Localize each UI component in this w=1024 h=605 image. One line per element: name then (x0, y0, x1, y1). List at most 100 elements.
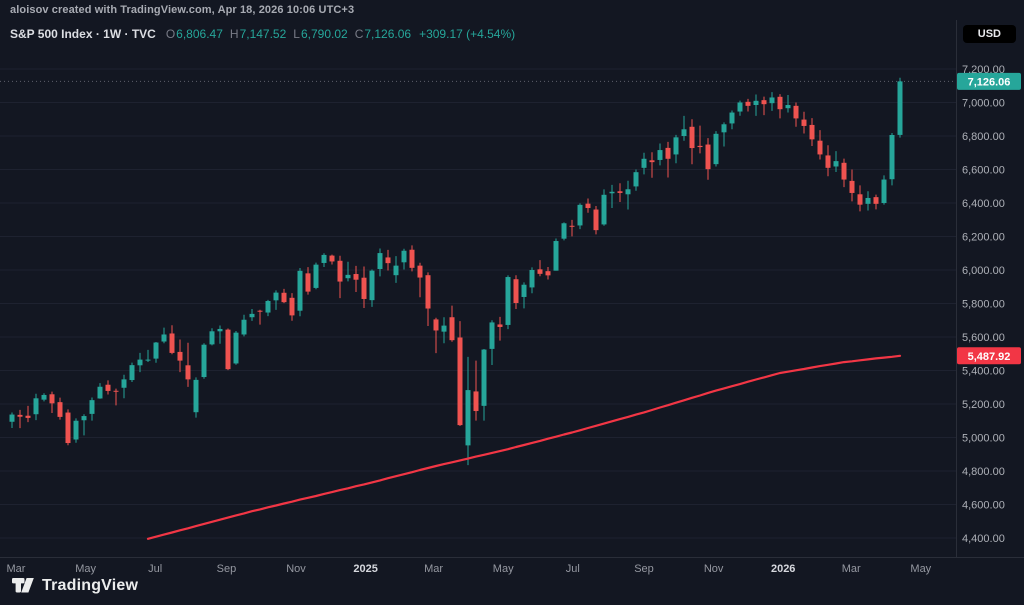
candle-body (865, 197, 871, 204)
candle-body (65, 412, 71, 444)
close-label: C (354, 27, 364, 41)
currency-toggle-button[interactable]: USD (962, 25, 1016, 43)
candle-body (369, 270, 375, 301)
price-tick-label: 6,400.00 (962, 198, 1005, 210)
candle-body (105, 384, 111, 391)
candle-body (393, 265, 399, 276)
time-tick-label: 2025 (353, 563, 377, 575)
candle-body (129, 365, 135, 381)
candle-body (489, 322, 495, 349)
candle-body (545, 271, 551, 276)
time-tick-label: Mar (7, 563, 26, 575)
candle-body (169, 333, 175, 353)
high-value: 7,147.52 (239, 27, 287, 41)
price-tick-label: 5,800.00 (962, 299, 1005, 311)
candle-body (513, 279, 519, 303)
time-tick-label: Nov (286, 563, 306, 575)
candle-body (593, 209, 599, 231)
open-value: 6,806.47 (176, 27, 223, 41)
price-chart[interactable]: 7,200.007,000.006,800.006,600.006,400.00… (0, 20, 1024, 576)
candle-body (257, 310, 263, 312)
chart-legend: S&P 500 Index · 1W · TVC O6,806.47 H7,147… (10, 27, 515, 41)
candle-body (713, 133, 719, 165)
time-tick-label: Jul (566, 563, 580, 575)
time-tick-label: Jul (148, 563, 162, 575)
last-price-label: 7,126.06 (957, 72, 1021, 90)
price-tick-label: 5,400.00 (962, 366, 1005, 378)
price-tick-label: 6,600.00 (962, 165, 1005, 177)
candle-body (305, 273, 311, 292)
candle-body (217, 328, 223, 332)
candle-body (17, 414, 23, 417)
svg-text:7,126.06: 7,126.06 (968, 76, 1011, 88)
price-change: +309.17 (+4.54%) (419, 27, 516, 41)
price-tick-label: 5,200.00 (962, 399, 1005, 411)
candle-body (265, 300, 271, 313)
candle-body (809, 124, 815, 140)
candle-body (825, 155, 831, 168)
candle-body (729, 112, 735, 124)
candle-body (73, 420, 79, 440)
low-value: 6,790.02 (300, 27, 348, 41)
price-tick-label: 7,000.00 (962, 98, 1005, 110)
candle-body (601, 194, 607, 225)
price-tick-label: 6,000.00 (962, 265, 1005, 277)
candle-body (649, 160, 655, 163)
candle-body (537, 269, 543, 274)
candle-body (857, 194, 863, 205)
candle-body (609, 191, 615, 194)
time-tick-label: May (493, 563, 514, 575)
candle-body (561, 223, 567, 239)
candle-body (297, 270, 303, 311)
candle-body (657, 150, 663, 160)
candle-body (345, 274, 351, 279)
candle-body (225, 329, 231, 370)
candle-body (153, 342, 159, 359)
price-tick-label: 6,200.00 (962, 232, 1005, 244)
candle-body (177, 351, 183, 361)
candle-body (505, 277, 511, 325)
candle-body (33, 398, 39, 415)
candle-body (585, 203, 591, 209)
candle-body (881, 179, 887, 203)
close-value: 7,126.06 (364, 27, 412, 41)
price-tick-label: 6,800.00 (962, 131, 1005, 143)
symbol-title[interactable]: S&P 500 Index · 1W · TVC (10, 27, 156, 41)
candle-body (785, 105, 791, 109)
candle-body (681, 129, 687, 136)
grid-lines (0, 68, 956, 539)
attribution-text: aloisov created with TradingView.com, Ap… (10, 4, 355, 16)
candle-body (441, 325, 447, 332)
time-tick-label: 2026 (771, 563, 795, 575)
candle-body (281, 292, 287, 303)
candle-body (193, 379, 199, 413)
candle-body (801, 119, 807, 126)
candle-body (361, 277, 367, 299)
candle-body (433, 319, 439, 331)
svg-text:5,487.92: 5,487.92 (968, 351, 1011, 363)
candle-body (473, 391, 479, 412)
candle-body (689, 126, 695, 149)
candle-body (9, 414, 15, 422)
candle-body (81, 416, 87, 421)
high-label: H (229, 27, 239, 41)
time-tick-label: May (75, 563, 96, 575)
candle-body (841, 162, 847, 180)
candle-body (521, 284, 527, 297)
price-tick-label: 4,800.00 (962, 466, 1005, 478)
time-axis[interactable]: Mar May Jul Sep Nov 2025 Mar May Jul Sep Nov 2026 Ma… (7, 563, 932, 575)
price-axis[interactable]: 7,200.007,000.006,800.006,600.006,400.00… (962, 64, 1005, 545)
candle-body (897, 81, 903, 135)
candle-body (449, 317, 455, 341)
candle-body (25, 415, 31, 418)
candle-body (417, 265, 423, 278)
candle-body (889, 134, 895, 180)
candle-body (201, 344, 207, 378)
ma-price-label: 5,487.92 (957, 347, 1021, 365)
candlestick-series (9, 77, 903, 466)
candle-body (633, 172, 639, 187)
candle-body (249, 313, 255, 318)
ohlc-readout: O6,806.47 H7,147.52 L6,790.02 C7,126.06 +309… (166, 27, 515, 41)
tradingview-logo[interactable]: TradingView (12, 575, 138, 597)
candle-body (849, 180, 855, 193)
